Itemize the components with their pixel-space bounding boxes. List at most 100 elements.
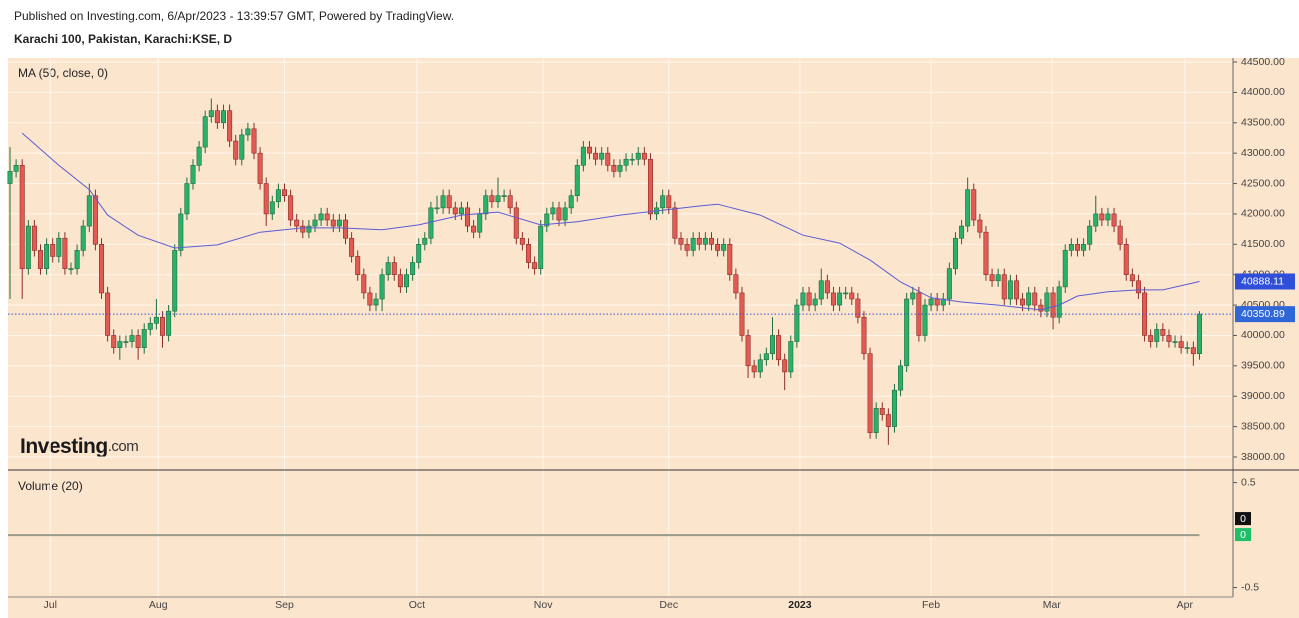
candle-body (422, 237, 428, 245)
candle-body (727, 244, 733, 275)
logo-suffix: .com (108, 438, 139, 455)
last-price-badge (1235, 306, 1295, 323)
candle-body (1026, 292, 1032, 306)
candle-body (208, 110, 214, 118)
candle-body (959, 225, 965, 239)
candle-body (1087, 225, 1093, 245)
candle-body (525, 244, 531, 263)
candle-body (1020, 298, 1026, 306)
candle-body (1007, 280, 1013, 300)
candle-body (44, 244, 50, 269)
candle-body (946, 268, 952, 300)
candle-body (25, 225, 31, 269)
candle-body (788, 341, 794, 373)
y-tick-label: 42000.00 (1241, 208, 1285, 220)
ma-line (21, 132, 1200, 311)
candle-body (147, 323, 153, 330)
candle-body (452, 207, 458, 215)
y-tick-label: 38500.00 (1241, 420, 1285, 432)
x-tick-label: Sep (275, 599, 294, 611)
candle-body (7, 171, 13, 184)
candle-body (367, 292, 373, 306)
x-tick-label: Oct (409, 599, 425, 611)
symbol: Karachi 100, Pakistan, Karachi:KSE, D (14, 32, 232, 46)
candle-body (1135, 280, 1141, 294)
candle-body (1074, 244, 1080, 251)
candle-body (544, 213, 550, 227)
x-tick-label: Jul (44, 599, 57, 611)
candle-body (86, 195, 92, 227)
candle-body (495, 195, 501, 203)
y-tick-label: 44000.00 (1241, 86, 1285, 98)
candle-body (74, 250, 80, 269)
y-tick-label: 41500.00 (1241, 238, 1285, 250)
candle-body (294, 219, 300, 227)
candle-body (837, 292, 843, 306)
candle-body (623, 158, 629, 166)
candle-body (818, 280, 824, 300)
candle-body (763, 353, 769, 361)
candle-body (562, 207, 568, 221)
candle-body (13, 165, 19, 172)
x-tick-label: Mar (1043, 599, 1062, 611)
y-tick-label: 42500.00 (1241, 177, 1285, 189)
candle-body (403, 274, 409, 288)
candle-body (776, 335, 782, 361)
candle-body (1105, 213, 1111, 221)
x-tick-label: Nov (534, 599, 553, 611)
candle-body (702, 237, 708, 245)
candle-body (708, 237, 714, 245)
candle-body (934, 298, 940, 306)
candle-body (1166, 335, 1172, 342)
candle-body (233, 140, 239, 160)
y-tick-label: 43000.00 (1241, 147, 1285, 159)
candle-body (824, 280, 830, 294)
candle-body (330, 219, 336, 227)
candle-body (123, 341, 129, 343)
candle-body (678, 237, 684, 245)
candle-body (1099, 213, 1105, 221)
candle-body (800, 292, 806, 306)
ma-value-label: 40888.11 (1241, 275, 1284, 287)
candle-body (275, 189, 281, 203)
candle-body (995, 274, 1001, 282)
candle-body (1068, 244, 1074, 251)
candle-body (983, 231, 989, 275)
candle-body (550, 207, 556, 215)
candle-body (1093, 213, 1099, 227)
published: Published on Investing.com, 6/Apr/2023 -… (14, 9, 454, 23)
candle-body (342, 219, 348, 239)
y-tick-label: 39500.00 (1241, 360, 1285, 372)
y-tick-label: 40000.00 (1241, 329, 1285, 341)
candle-body (1111, 213, 1117, 227)
y-tick-label: 43500.00 (1241, 117, 1285, 129)
candle-body (556, 207, 562, 221)
candle-body (440, 195, 446, 209)
candle-body (647, 158, 653, 215)
candle-body (965, 189, 971, 227)
candle-body (1050, 292, 1056, 318)
candle-body (99, 244, 105, 294)
y-tick-label: 0.5 (1241, 476, 1256, 488)
x-tick-label: Aug (149, 599, 168, 611)
candle-body (50, 244, 56, 257)
candle-body (617, 165, 623, 172)
candle-body (507, 195, 513, 209)
candle-body (1038, 304, 1044, 312)
candle-body (830, 292, 836, 306)
x-tick-label: Apr (1177, 599, 1194, 611)
candle-body (92, 195, 98, 245)
candle-body (349, 237, 355, 257)
candle-body (477, 213, 483, 233)
candle-body (1160, 329, 1166, 336)
candle-body (922, 304, 928, 336)
candle-body (141, 329, 147, 348)
candle-body (745, 335, 751, 367)
candle-body (300, 225, 306, 233)
candle-body (458, 207, 464, 215)
candle-body (434, 207, 440, 210)
candle-body (1032, 292, 1038, 306)
candle-body (635, 152, 641, 160)
candle-body (251, 128, 257, 154)
